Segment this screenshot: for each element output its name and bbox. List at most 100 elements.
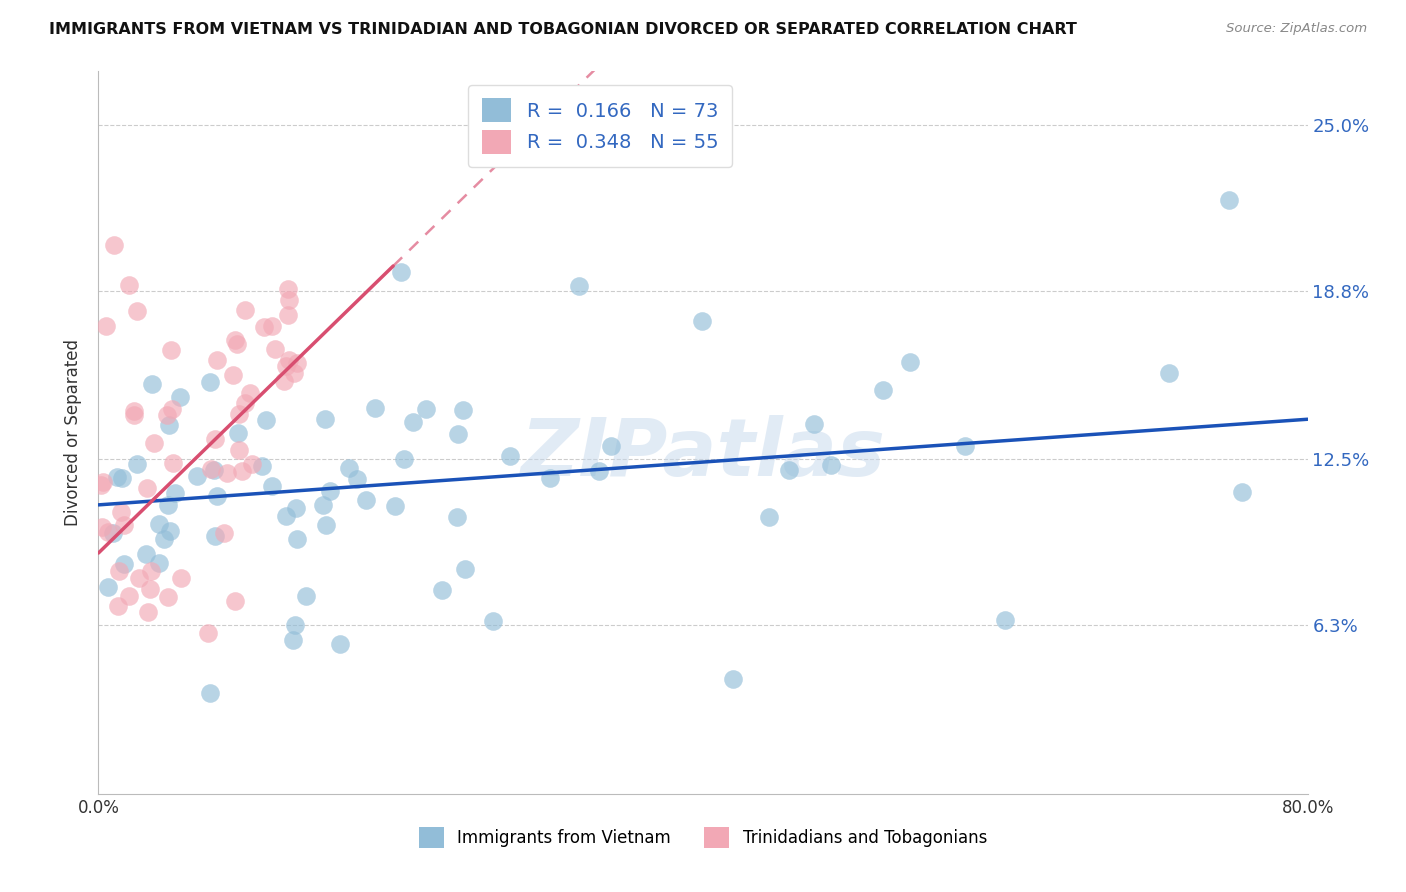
Point [136, 605, 159, 619]
Point [495, 142, 517, 156]
Point [453, 403, 475, 417]
Point [1218, 193, 1240, 207]
Point [392, 451, 415, 466]
Point [97, 525, 120, 540]
Point [139, 582, 162, 597]
Point [112, 557, 135, 571]
Point [994, 613, 1017, 627]
Point [723, 672, 745, 686]
Point [277, 293, 299, 307]
Point [389, 265, 412, 279]
Point [820, 458, 842, 472]
Point [224, 334, 246, 348]
Point [94, 318, 117, 333]
Point [898, 355, 921, 369]
Point [446, 510, 468, 524]
Point [136, 481, 159, 495]
Point [93, 475, 115, 490]
Point [141, 376, 163, 391]
Point [499, 450, 522, 464]
Point [108, 564, 131, 578]
Point [157, 591, 180, 605]
Point [1159, 366, 1181, 380]
Point [217, 466, 239, 480]
Point [283, 632, 305, 647]
Legend: Immigrants from Vietnam, Trinidadians and Tobagonians: Immigrants from Vietnam, Trinidadians an… [412, 821, 994, 855]
Point [872, 383, 894, 397]
Point [285, 355, 308, 369]
Point [277, 308, 299, 322]
Point [198, 375, 221, 389]
Point [315, 517, 337, 532]
Point [233, 303, 256, 318]
Point [204, 432, 226, 446]
Point [169, 391, 191, 405]
Point [253, 319, 276, 334]
Point [125, 304, 148, 318]
Point [159, 524, 181, 539]
Point [690, 314, 713, 328]
Text: Source: ZipAtlas.com: Source: ZipAtlas.com [1226, 22, 1367, 36]
Point [278, 353, 301, 368]
Point [200, 462, 222, 476]
Point [118, 278, 141, 293]
Point [186, 468, 208, 483]
Point [337, 460, 360, 475]
Point [283, 366, 305, 380]
Point [312, 499, 335, 513]
Point [364, 401, 387, 415]
Point [128, 571, 150, 585]
Point [276, 509, 298, 524]
Point [482, 614, 505, 628]
Point [162, 456, 184, 470]
Point [118, 589, 141, 603]
Point [157, 498, 180, 512]
Point [447, 426, 470, 441]
Point [277, 282, 299, 296]
Point [122, 404, 145, 418]
Point [242, 457, 264, 471]
Point [273, 375, 295, 389]
Point [356, 492, 378, 507]
Point [205, 352, 228, 367]
Point [90, 478, 112, 492]
Point [97, 580, 120, 594]
Point [254, 413, 277, 427]
Point [252, 459, 274, 474]
Point [165, 485, 187, 500]
Point [153, 532, 176, 546]
Text: ZIPatlas: ZIPatlas [520, 416, 886, 493]
Point [415, 401, 437, 416]
Point [204, 529, 226, 543]
Point [231, 464, 253, 478]
Point [319, 484, 342, 499]
Point [207, 489, 229, 503]
Point [402, 415, 425, 429]
Point [284, 501, 307, 516]
Point [803, 417, 825, 431]
Point [758, 510, 780, 524]
Point [600, 439, 623, 453]
Point [224, 594, 246, 608]
Point [135, 547, 157, 561]
Point [170, 571, 193, 585]
Point [112, 518, 135, 533]
Point [346, 472, 368, 486]
Point [148, 516, 170, 531]
Point [260, 479, 283, 493]
Point [198, 686, 221, 700]
Point [139, 565, 162, 579]
Point [157, 417, 180, 432]
Point [197, 626, 219, 640]
Point [588, 464, 610, 478]
Point [212, 526, 235, 541]
Point [454, 561, 477, 575]
Point [778, 463, 800, 477]
Point [225, 337, 247, 351]
Point [264, 342, 287, 356]
Point [222, 368, 245, 382]
Point [122, 408, 145, 422]
Point [107, 469, 129, 483]
Point [228, 407, 250, 421]
Point [226, 426, 249, 441]
